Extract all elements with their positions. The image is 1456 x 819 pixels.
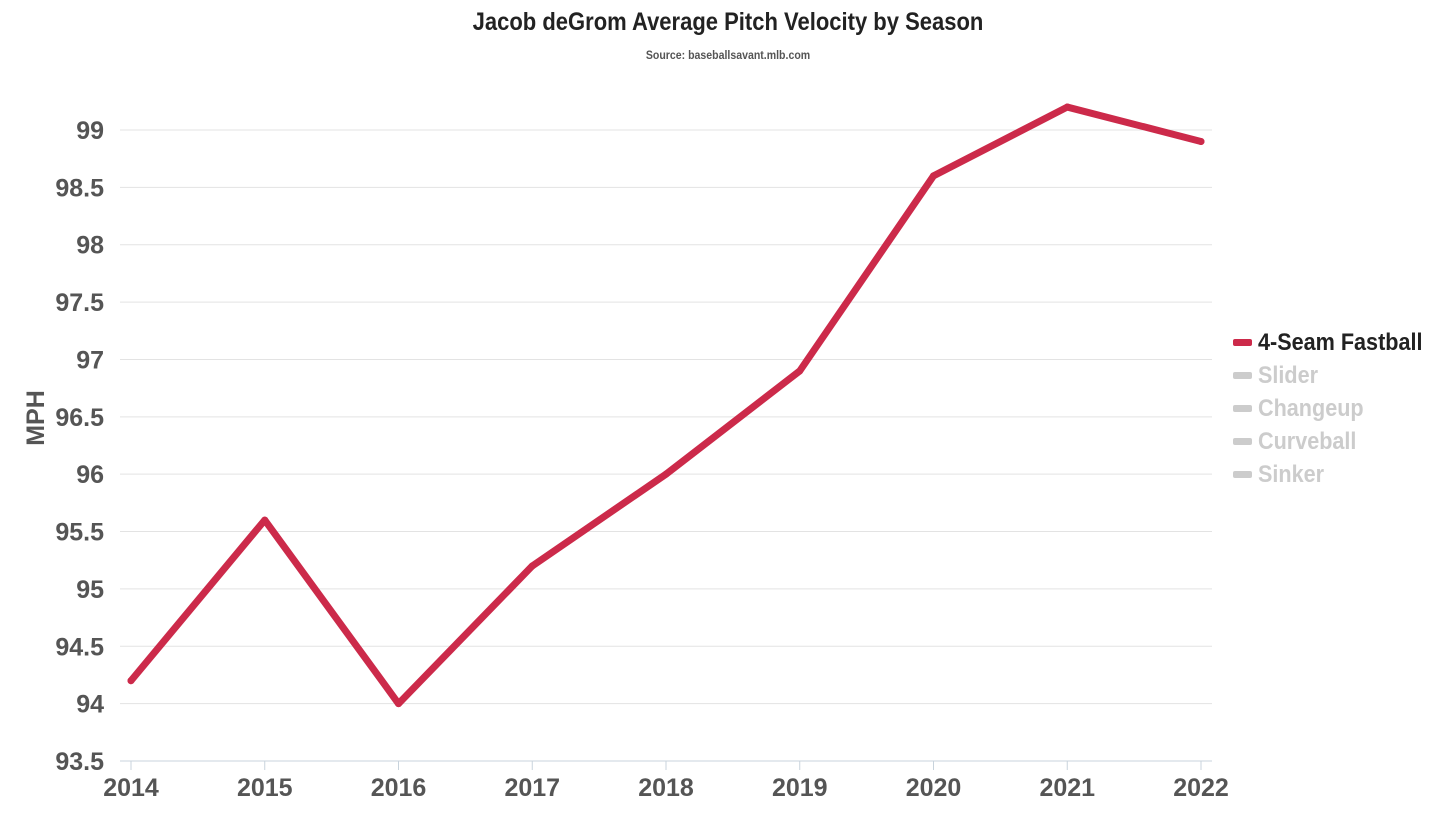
- series-line-0[interactable]: [127, 103, 1205, 708]
- x-tick-label: 2017: [504, 774, 560, 802]
- grid-lines: [120, 129, 1212, 762]
- y-tick-label: 95: [76, 576, 104, 604]
- legend-item[interactable]: Sinker: [1233, 458, 1441, 491]
- y-axis-label: MPH: [22, 390, 50, 446]
- data-point[interactable]: [930, 172, 937, 180]
- legend-swatch: [1233, 372, 1252, 379]
- data-point[interactable]: [261, 516, 269, 524]
- legend-swatch: [1233, 339, 1252, 346]
- x-tick-label: 2020: [906, 774, 962, 802]
- y-tick-label: 95.5: [55, 519, 104, 547]
- y-tick-label: 96: [76, 461, 104, 489]
- y-tick-label: 98: [76, 232, 104, 260]
- y-tick-label: 94.5: [55, 633, 104, 661]
- legend-swatch: [1233, 471, 1252, 478]
- data-point[interactable]: [1063, 103, 1071, 111]
- data-point[interactable]: [662, 470, 670, 478]
- legend-label: 4-Seam Fastball: [1258, 328, 1423, 356]
- legend-swatch: [1233, 405, 1252, 412]
- chart-title: Jacob deGrom Average Pitch Velocity by S…: [472, 8, 984, 36]
- y-tick-label: 99: [76, 117, 104, 145]
- legend-label: Changeup: [1258, 394, 1364, 422]
- x-tick-label: 2018: [638, 774, 694, 802]
- y-axis-ticks: 93.5 94 94.5 95 95.5 96 96.5 97 97.5 98 98.5 99: [55, 117, 104, 776]
- x-tick-label: 2021: [1039, 774, 1095, 802]
- legend-item[interactable]: Slider: [1233, 359, 1441, 392]
- legend-item[interactable]: Changeup: [1233, 392, 1441, 425]
- x-tick-label: 2016: [371, 774, 427, 802]
- chart-subtitle: Source: baseballsavant.mlb.com: [645, 48, 811, 62]
- x-tick-label: 2022: [1173, 774, 1229, 802]
- legend-label: Sinker: [1258, 460, 1325, 488]
- y-tick-label: 98.5: [55, 174, 104, 202]
- data-point[interactable]: [1197, 137, 1205, 145]
- legend: 4-Seam Fastball Slider Changeup Curveball Si…: [1233, 326, 1441, 491]
- data-point[interactable]: [528, 562, 536, 570]
- y-tick-label: 97.5: [55, 289, 104, 317]
- y-tick-label: 96.5: [55, 404, 104, 432]
- data-point[interactable]: [127, 677, 135, 685]
- legend-label: Slider: [1258, 361, 1319, 389]
- x-tick-label: 2019: [772, 774, 828, 802]
- series-lines: [127, 103, 1205, 708]
- legend-item[interactable]: 4-Seam Fastball: [1233, 326, 1441, 359]
- legend-swatch: [1233, 438, 1252, 445]
- legend-item[interactable]: Curveball: [1233, 425, 1441, 458]
- data-point[interactable]: [395, 700, 402, 708]
- x-tick-label: 2015: [237, 774, 293, 802]
- x-axis-ticks: 2014 2015 2016 2017 2018 2019 2020 2021 2022: [103, 761, 1229, 802]
- y-tick-label: 93.5: [55, 748, 104, 776]
- y-tick-label: 94: [76, 691, 104, 719]
- y-tick-label: 97: [76, 346, 104, 374]
- x-tick-label: 2014: [103, 774, 159, 802]
- data-point[interactable]: [796, 367, 804, 375]
- legend-label: Curveball: [1258, 427, 1357, 455]
